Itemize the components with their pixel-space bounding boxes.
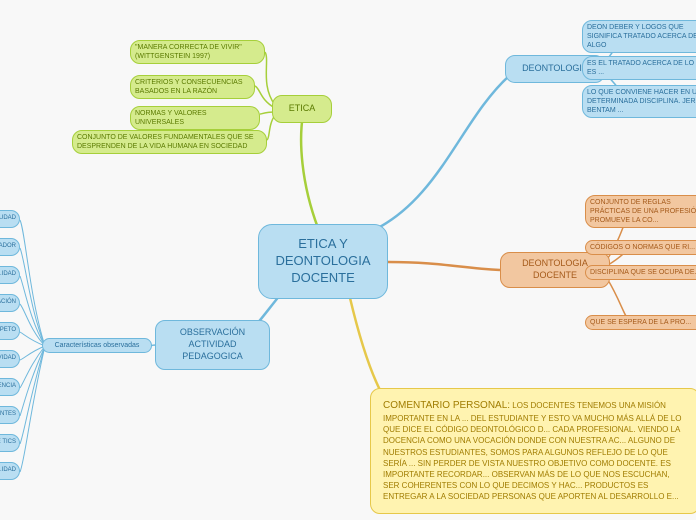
leaf-label: ...ACIÓN [0,299,16,307]
etica-node[interactable]: ETICA [272,95,332,123]
leaf-node[interactable]: ...UDAD [0,210,20,228]
leaf-node[interactable]: ...IDAD [0,462,20,480]
leaf-label: ...ENCIA [0,383,16,391]
child-label: CRITERIOS Y CONSECUENCIAS BASADOS EN LA … [135,78,250,96]
child-label: CONJUNTO DE REGLAS PRÁCTICAS DE UNA PROF… [590,198,696,225]
leaf-node[interactable]: ...E TICS [0,434,20,452]
child-node[interactable]: CONJUNTO DE VALORES FUNDAMENTALES QUE SE… [72,130,267,154]
comentario-body: LOS DOCENTES TENEMOS UNA MISIÓN IMPORTAN… [383,401,681,501]
leaf-node[interactable]: ...IDAD [0,266,20,284]
leaf-node[interactable]: ...NTES [0,406,20,424]
caracteristicas-node[interactable]: Características observadas [42,338,152,353]
child-label: ES EL TRATADO ACERCA DE LO QUE ES ... [587,59,696,77]
observacion-label: OBSERVACIÓN ACTIVIDAD PEDAGOGICA [164,327,261,362]
etica-label: ETICA [289,103,316,115]
child-label: "MANERA CORRECTA DE VIVIR" (WITTGENSTEIN… [135,43,260,61]
leaf-node[interactable]: ...IVIDAD [0,350,20,368]
leaf-node[interactable]: ...ADOR [0,238,20,256]
child-node[interactable]: ES EL TRATADO ACERCA DE LO QUE ES ... [582,56,696,80]
child-node[interactable]: LO QUE CONVIENE HACER EN UNA DETERMINADA… [582,85,696,118]
leaf-node[interactable]: ...ENCIA [0,378,20,396]
leaf-node[interactable]: ...PETO [0,322,20,340]
caracteristicas-label: Características observadas [55,341,140,350]
child-node[interactable]: QUE SE ESPERA DE LA PRO... [585,315,696,330]
observacion-node[interactable]: OBSERVACIÓN ACTIVIDAD PEDAGOGICA [155,320,270,370]
child-node[interactable]: CÓDIGOS O NORMAS QUE RI... [585,240,696,255]
leaf-label: ...IVIDAD [0,355,16,363]
child-node[interactable]: NORMAS Y VALORES UNIVERSALES [130,106,260,130]
leaf-label: ...PETO [0,327,16,335]
leaf-label: ...IDAD [0,271,16,279]
child-label: DISCIPLINA QUE SE OCUPA DE... [590,268,696,277]
child-node[interactable]: CONJUNTO DE REGLAS PRÁCTICAS DE UNA PROF… [585,195,696,228]
leaf-label: ...UDAD [0,215,16,223]
child-node[interactable]: CRITERIOS Y CONSECUENCIAS BASADOS EN LA … [130,75,255,99]
child-label: CONJUNTO DE VALORES FUNDAMENTALES QUE SE… [77,133,262,151]
child-label: LO QUE CONVIENE HACER EN UNA DETERMINADA… [587,88,696,115]
leaf-label: ...IDAD [0,467,16,475]
leaf-label: ...E TICS [0,439,16,447]
comentario-title: COMENTARIO PERSONAL: [383,400,510,411]
central-node[interactable]: ETICA Y DEONTOLOGIA DOCENTE [258,224,388,299]
comentario-personal-box: COMENTARIO PERSONAL: LOS DOCENTES TENEMO… [370,388,696,514]
child-node[interactable]: DEON DEBER Y LOGOS QUE SIGNIFICA TRATADO… [582,20,696,53]
deontologia-label: DEONTOLOGIA [522,63,588,75]
central-label: ETICA Y DEONTOLOGIA DOCENTE [267,236,379,287]
leaf-label: ...ADOR [0,243,16,251]
leaf-label: ...NTES [0,411,16,419]
child-label: NORMAS Y VALORES UNIVERSALES [135,109,255,127]
child-label: DEON DEBER Y LOGOS QUE SIGNIFICA TRATADO… [587,23,696,50]
child-node[interactable]: "MANERA CORRECTA DE VIVIR" (WITTGENSTEIN… [130,40,265,64]
child-label: CÓDIGOS O NORMAS QUE RI... [590,243,695,252]
child-label: QUE SE ESPERA DE LA PRO... [590,318,691,327]
leaf-node[interactable]: ...ACIÓN [0,294,20,312]
child-node[interactable]: DISCIPLINA QUE SE OCUPA DE... [585,265,696,280]
